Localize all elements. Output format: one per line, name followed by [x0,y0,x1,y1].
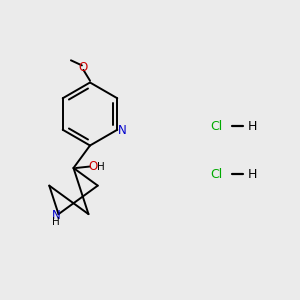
Text: H: H [52,217,60,227]
Text: N: N [52,209,61,222]
Text: O: O [88,160,98,173]
Text: O: O [79,61,88,74]
Text: Cl: Cl [210,167,222,181]
Text: H: H [248,119,257,133]
Text: H: H [97,162,104,172]
Text: H: H [248,167,257,181]
Text: Cl: Cl [210,119,222,133]
Text: N: N [118,124,127,137]
